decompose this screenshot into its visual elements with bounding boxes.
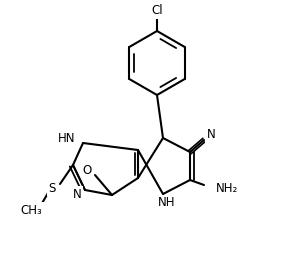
Text: HN: HN <box>57 132 75 146</box>
Text: NH₂: NH₂ <box>216 181 238 194</box>
Text: O: O <box>82 164 92 177</box>
Text: NH: NH <box>158 197 176 210</box>
Text: N: N <box>207 128 215 142</box>
Text: Cl: Cl <box>151 5 163 18</box>
Text: N: N <box>73 188 82 201</box>
Text: S: S <box>48 181 56 194</box>
Text: CH₃: CH₃ <box>20 203 42 217</box>
